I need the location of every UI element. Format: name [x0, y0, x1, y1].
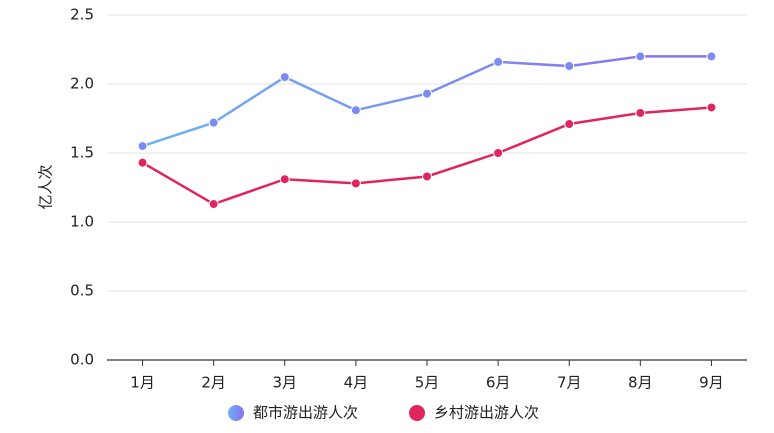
- data-point: [137, 141, 148, 152]
- data-point: [422, 171, 432, 182]
- data-point: [493, 148, 504, 158]
- data-point: [279, 72, 290, 83]
- data-point: [564, 61, 575, 72]
- y-tick-label: 1.5: [70, 144, 94, 162]
- x-tick-label: 8月: [628, 374, 653, 392]
- y-axis-label: 亿人次: [37, 164, 55, 209]
- x-tick-label: 2月: [201, 374, 226, 392]
- data-point: [706, 102, 717, 113]
- legend-marker: [228, 405, 244, 421]
- series-line: [141, 106, 712, 206]
- data-point: [564, 119, 575, 130]
- data-point: [635, 107, 646, 118]
- series-line: [142, 55, 712, 148]
- legend-label: 都市游出游人次: [253, 404, 358, 422]
- data-point: [208, 117, 219, 128]
- data-point: [635, 51, 646, 62]
- y-tick-label: 0.0: [70, 351, 94, 369]
- legend-marker: [409, 405, 425, 421]
- y-tick-label: 0.5: [70, 282, 94, 300]
- y-tick-label: 2.5: [70, 6, 94, 24]
- legend-label: 乡村游出游人次: [434, 404, 539, 422]
- y-tick-label: 2.0: [70, 75, 94, 93]
- x-tick-label: 9月: [699, 374, 724, 392]
- data-point: [208, 199, 219, 210]
- y-tick-label: 1.0: [70, 213, 94, 231]
- x-tick-label: 6月: [486, 374, 511, 392]
- data-point: [279, 174, 290, 185]
- data-point: [706, 51, 717, 62]
- x-tick-label: 1月: [130, 374, 155, 392]
- data-point: [350, 105, 361, 116]
- x-tick-label: 4月: [344, 374, 369, 392]
- data-point: [493, 56, 504, 67]
- x-tick-label: 5月: [415, 374, 440, 392]
- data-point: [137, 157, 148, 168]
- data-point: [350, 178, 361, 189]
- x-tick-label: 7月: [557, 374, 582, 392]
- x-tick-label: 3月: [273, 374, 298, 392]
- data-point: [422, 88, 432, 99]
